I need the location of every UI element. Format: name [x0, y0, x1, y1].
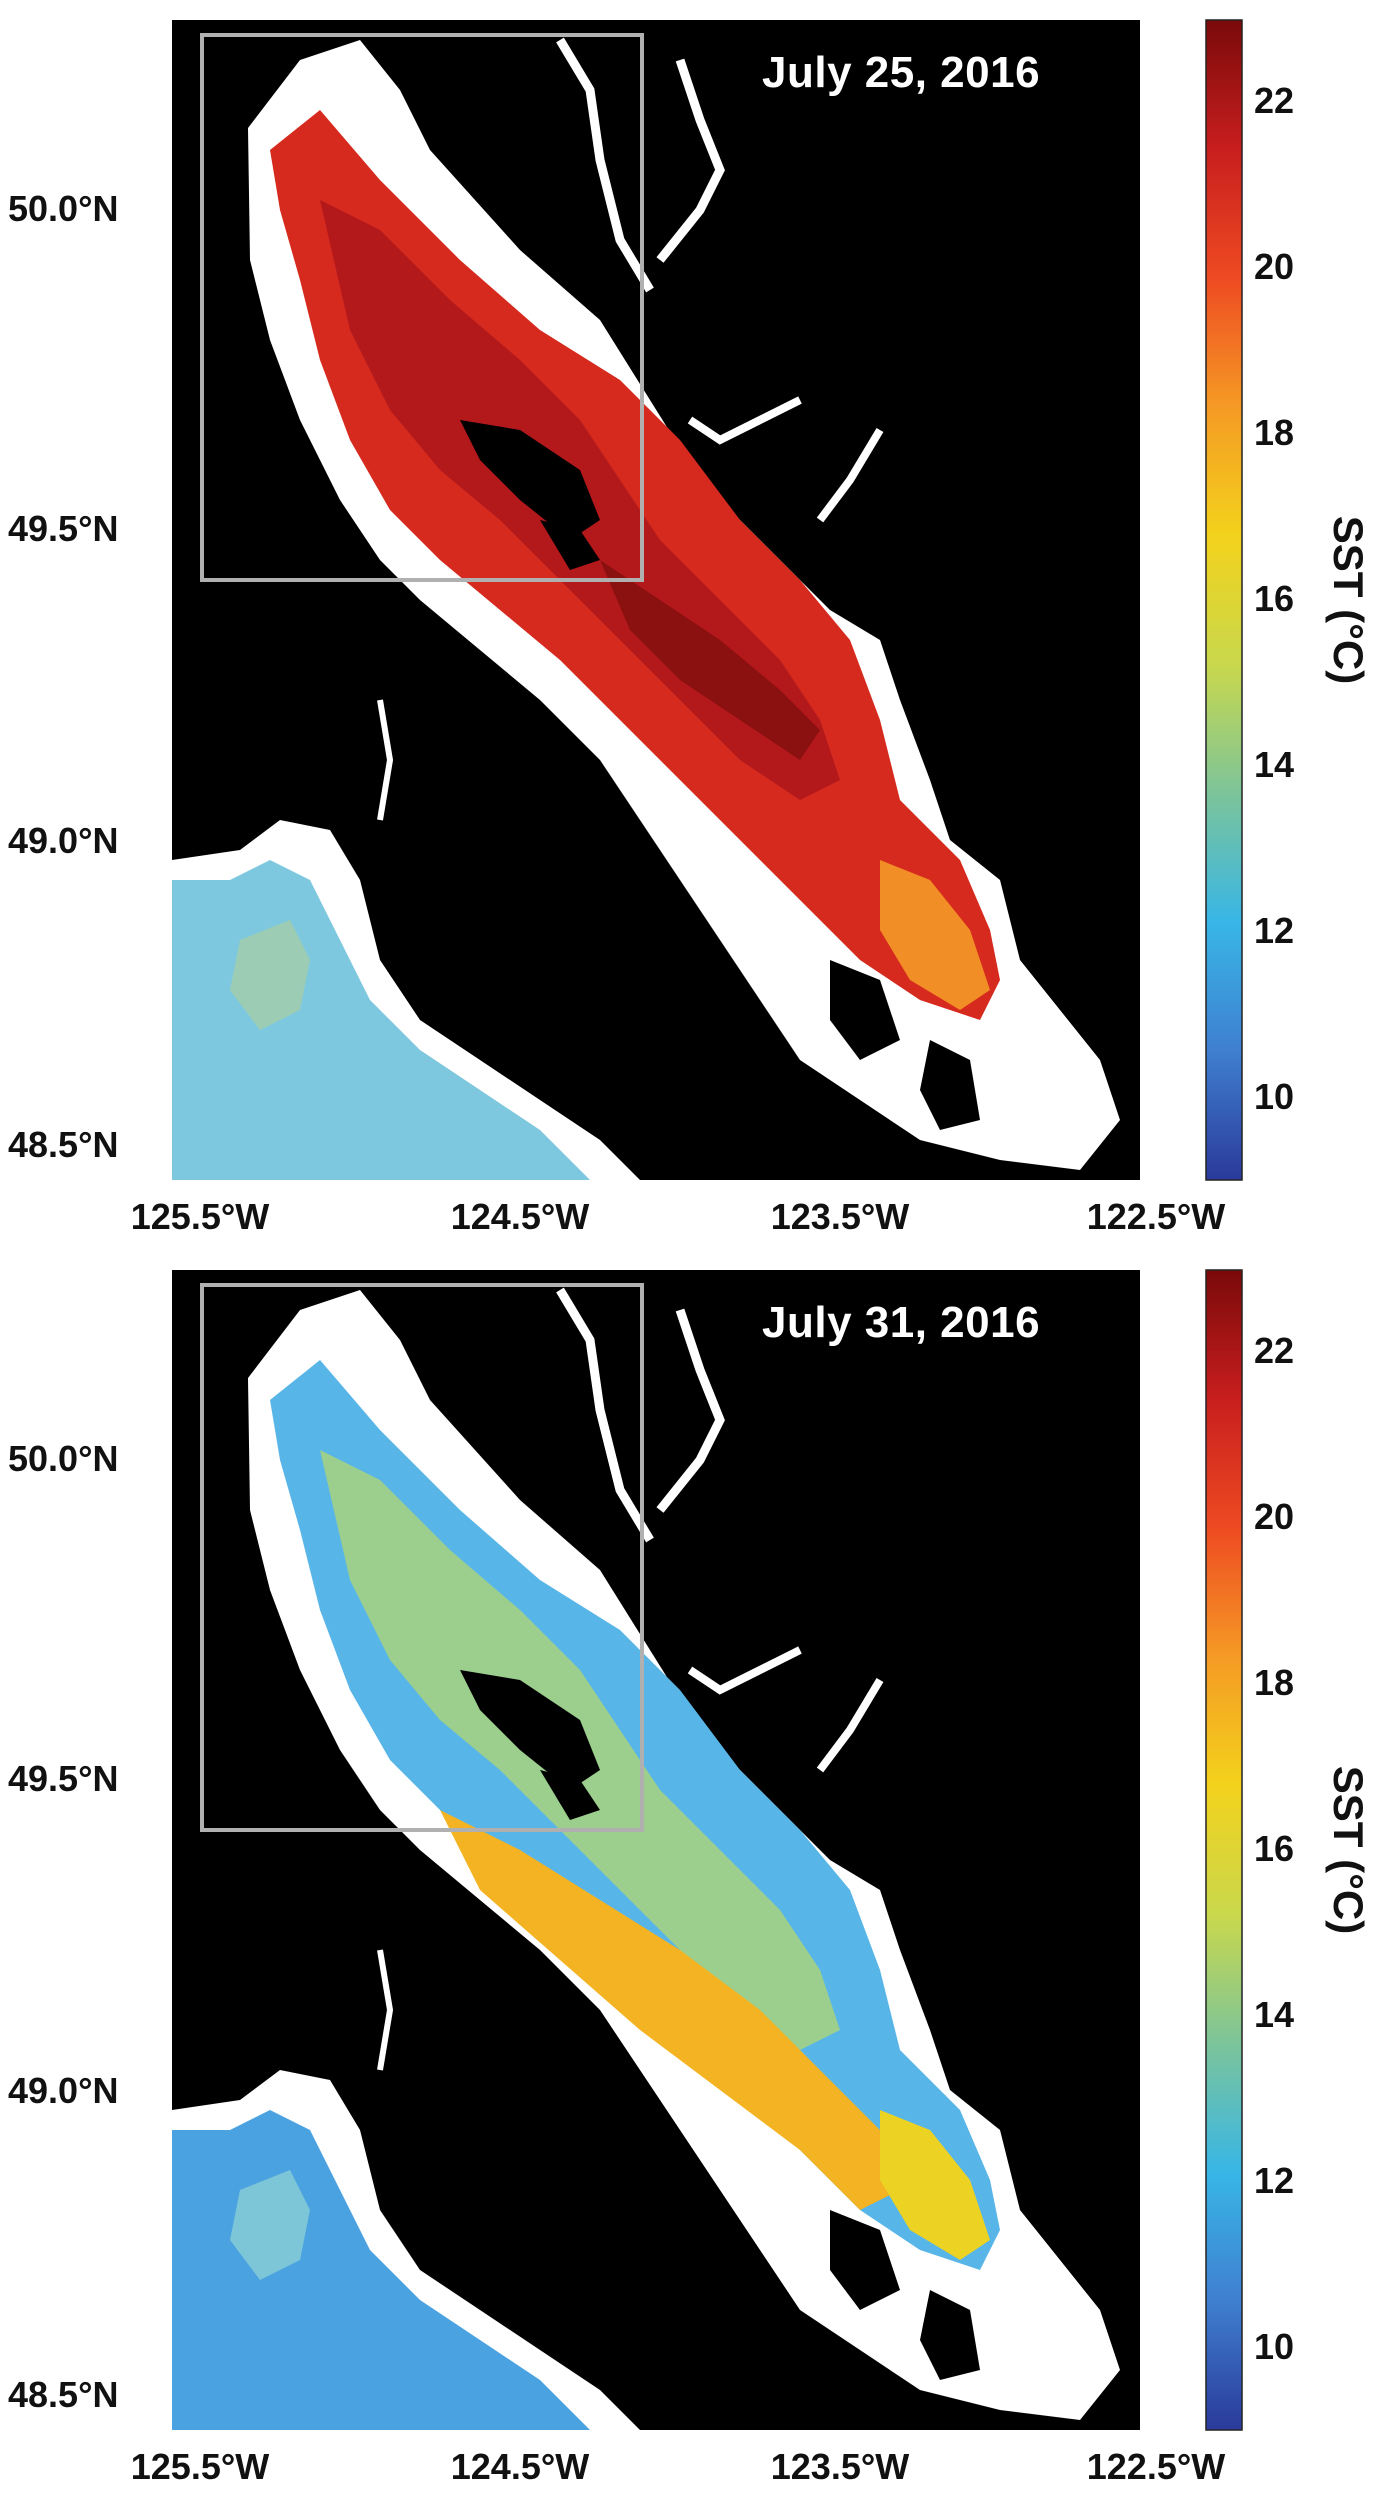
island [460, 420, 600, 540]
island [460, 1670, 600, 1790]
study-area-box [200, 1283, 644, 1832]
y-tick-label: 50.0°N [8, 1438, 119, 1479]
colorbar-tick: 22 [1254, 80, 1295, 121]
y-tick-label: 48.5°N [8, 1124, 119, 1165]
y-tick-label: 49.5°N [8, 1758, 119, 1799]
sst-water-pacific-inner [230, 920, 310, 1030]
x-tick-label: 124.5°W [450, 2446, 590, 2487]
inlet [816, 427, 884, 523]
colorbar-title: SST (°C) [1325, 515, 1372, 685]
x-tick-label: 124.5°W [450, 1196, 590, 1237]
date-label: July 25, 2016 [762, 48, 1041, 97]
colorbar [1206, 1270, 1242, 2430]
sst-panel-bottom: July 31, 2016 50.0°N 49.5°N 49.0°N 48.5°… [0, 1250, 1392, 2500]
study-area-box [200, 33, 644, 582]
colorbar-tick: 18 [1254, 1662, 1295, 1703]
island [540, 520, 600, 570]
colorbar-tick: 12 [1254, 910, 1295, 951]
x-tick-label: 122.5°W [1086, 2446, 1226, 2487]
sst-water-southeast [880, 860, 990, 1010]
x-tick-label: 125.5°W [130, 1196, 270, 1237]
inlet [556, 1287, 654, 1543]
sst-panel-top: July 25, 2016 50.0°N 49.5°N 49.0°N 48.5°… [8, 19, 1372, 1237]
island [920, 1040, 980, 1130]
island [830, 960, 900, 1060]
y-tick-label: 48.5°N [8, 2374, 119, 2415]
x-tick-label: 123.5°W [770, 1196, 910, 1237]
colorbar [1206, 20, 1242, 1180]
date-label: July 31, 2016 [762, 1298, 1041, 1347]
inlet [656, 58, 725, 263]
colorbar-tick: 16 [1254, 1828, 1295, 1869]
inlet [377, 1949, 394, 2071]
colorbar-tick: 20 [1254, 246, 1295, 287]
colorbar-tick: 14 [1254, 1994, 1295, 2035]
colorbar-tick: 10 [1254, 1076, 1295, 1117]
inlet [556, 37, 654, 293]
sst-map-bottom [172, 1269, 1243, 2431]
colorbar-tick: 16 [1254, 578, 1295, 619]
colorbar-tick: 22 [1254, 1330, 1295, 1371]
island [540, 1770, 600, 1820]
inlet [656, 1308, 725, 1513]
sst-water-hot [600, 560, 820, 760]
island [830, 2210, 900, 2310]
colorbar-tick: 18 [1254, 412, 1295, 453]
sst-water-hot [440, 1810, 900, 2210]
island [920, 2290, 980, 2380]
colorbar-frame [1205, 1269, 1243, 2431]
inlet [687, 396, 802, 445]
y-tick-label: 49.0°N [8, 820, 119, 861]
y-tick-label: 49.5°N [8, 508, 119, 549]
colorbar-tick: 12 [1254, 2160, 1295, 2201]
inlet [816, 1677, 884, 1773]
colorbar-tick: 10 [1254, 2326, 1295, 2367]
sst-water-southeast [880, 2110, 990, 2260]
x-tick-label: 123.5°W [770, 2446, 910, 2487]
inlet [377, 699, 394, 821]
x-tick-label: 125.5°W [130, 2446, 270, 2487]
sst-water-pacific-inner [230, 2170, 310, 2280]
inlet [687, 1646, 802, 1695]
colorbar-title: SST (°C) [1325, 1765, 1372, 1935]
y-tick-label: 49.0°N [8, 2070, 119, 2111]
x-tick-label: 122.5°W [1086, 1196, 1226, 1237]
colorbar-frame [1205, 19, 1243, 1181]
colorbar-tick: 14 [1254, 744, 1295, 785]
sst-map-top [172, 19, 1243, 1181]
colorbar-tick: 20 [1254, 1496, 1295, 1537]
y-tick-label: 50.0°N [8, 188, 119, 229]
